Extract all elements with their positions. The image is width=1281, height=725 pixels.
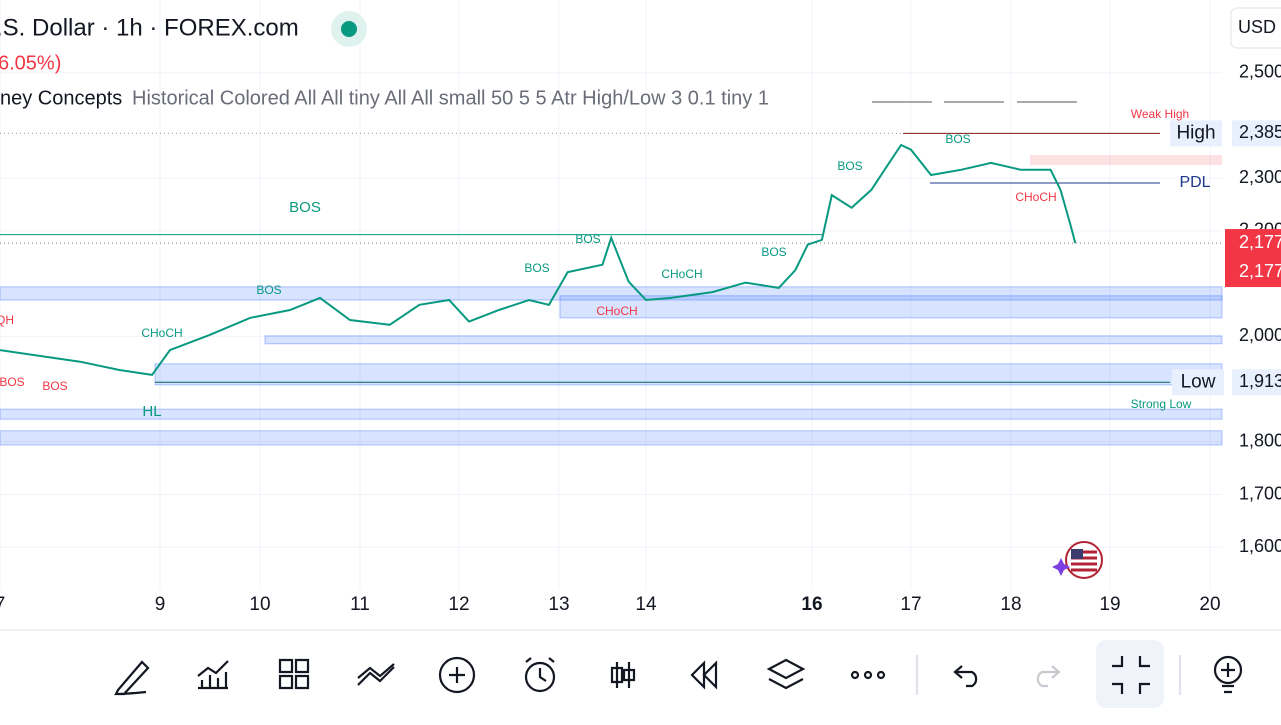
annotation: BOS [945,132,970,146]
y-tick-label: 1,700 [1239,483,1281,503]
sparkle [1052,558,1070,576]
demand-zone [154,363,1223,386]
flag-canton [1071,549,1083,559]
annotation: Weak High [1131,107,1189,121]
x-tick-label: 10 [249,594,270,615]
x-tick-label: 18 [1000,594,1021,615]
axis-badge-label: 1,913 [1239,371,1281,391]
status-dot [341,21,357,37]
annotation: BOS [256,283,281,297]
last-price-badge [1225,229,1281,288]
alert-icon[interactable] [524,661,556,693]
axis-badge [1232,120,1281,147]
indicator-name: ney Concepts [0,87,122,109]
demand-zone [0,430,1223,446]
x-tick-label: 13 [548,594,569,615]
layout-icon[interactable] [278,658,310,690]
level-box [1172,369,1224,396]
price-line [0,143,1077,376]
change: 6.05%) [0,52,61,74]
y-tick-label: 2,000 [1239,325,1281,345]
indicator-params: Historical Colored All All tiny All All … [132,87,769,109]
more-dot [863,670,873,680]
indicator-icon[interactable] [197,660,229,690]
axis-badge [1232,369,1281,396]
fullscreen-icon [1112,656,1150,694]
last-price-label: 2,177 [1239,232,1281,252]
undo-icon[interactable] [953,665,978,688]
x-tick-label: 16 [801,594,822,615]
annotation: CHoCH [661,267,702,281]
annotation: BOS [42,379,67,393]
more-dot[interactable] [850,670,860,680]
annotation: BOS [524,261,549,275]
x-tick-label: 12 [448,594,469,615]
annotation: CHoCH [596,304,637,318]
flag-badge [1052,541,1103,579]
x-tick-label: 7 [0,594,5,615]
level-label: PDL [1179,174,1210,191]
add-plus [449,667,465,683]
grid [0,0,1222,590]
layers-icon[interactable] [766,658,806,690]
demand-zone [264,335,1223,345]
x-tick-label: 9 [155,594,166,615]
demand-zone [559,295,1223,319]
annotation: HL [142,403,161,420]
replay-icon[interactable] [690,660,718,690]
currency-box[interactable] [1230,7,1281,49]
flag-stripes [1071,550,1097,572]
add-icon[interactable] [438,656,476,694]
last-price-label: 2,177 [1239,261,1281,281]
x-tick-label: 19 [1099,594,1120,615]
level-label: Low [1181,371,1216,392]
currency: USD [1238,17,1276,37]
x-tick-label: 17 [900,594,921,615]
axis-badge-label: 2,385 [1239,122,1281,142]
draw-icon[interactable] [114,660,150,696]
annotation: BOS [575,232,600,246]
symbol: .S. Dollar · 1h · FOREX.com [0,14,299,41]
annotation: BOS [761,245,786,259]
x-tick-label: 14 [635,594,657,615]
redo-icon[interactable] [1036,665,1061,688]
demand-zone [0,286,1223,301]
annotation: BOS [0,375,25,389]
toolbar [114,640,1243,708]
y-tick-label: 2,300 [1239,167,1281,187]
more-dot [876,670,886,680]
alert-hands [525,657,555,682]
candles-icon[interactable] [610,662,636,688]
supply-zone [1030,155,1222,166]
compare-icon[interactable] [357,663,395,686]
annotation: Strong Low [1131,397,1192,411]
fullscreen-bg[interactable] [1096,640,1164,708]
x-tick-label: 11 [350,594,370,615]
idea-lines [1221,663,1235,694]
idea-icon[interactable] [1213,655,1243,685]
annotation: BOS [837,159,862,173]
y-tick-label: 2,500 [1239,62,1281,82]
annotation: QH [0,313,14,327]
y-tick-label: 1,600 [1239,536,1281,556]
plot [0,132,1223,446]
annotation: BOS [289,199,321,216]
annotation: CHoCH [141,326,182,340]
x-tick-label: 20 [1199,594,1220,615]
level-label: High [1176,122,1215,143]
annotation: CHoCH [1015,190,1056,204]
demand-zone [0,408,1223,420]
flag-ring [1065,541,1103,579]
level-box [1170,120,1222,147]
y-tick-label: 1,800 [1239,431,1281,451]
